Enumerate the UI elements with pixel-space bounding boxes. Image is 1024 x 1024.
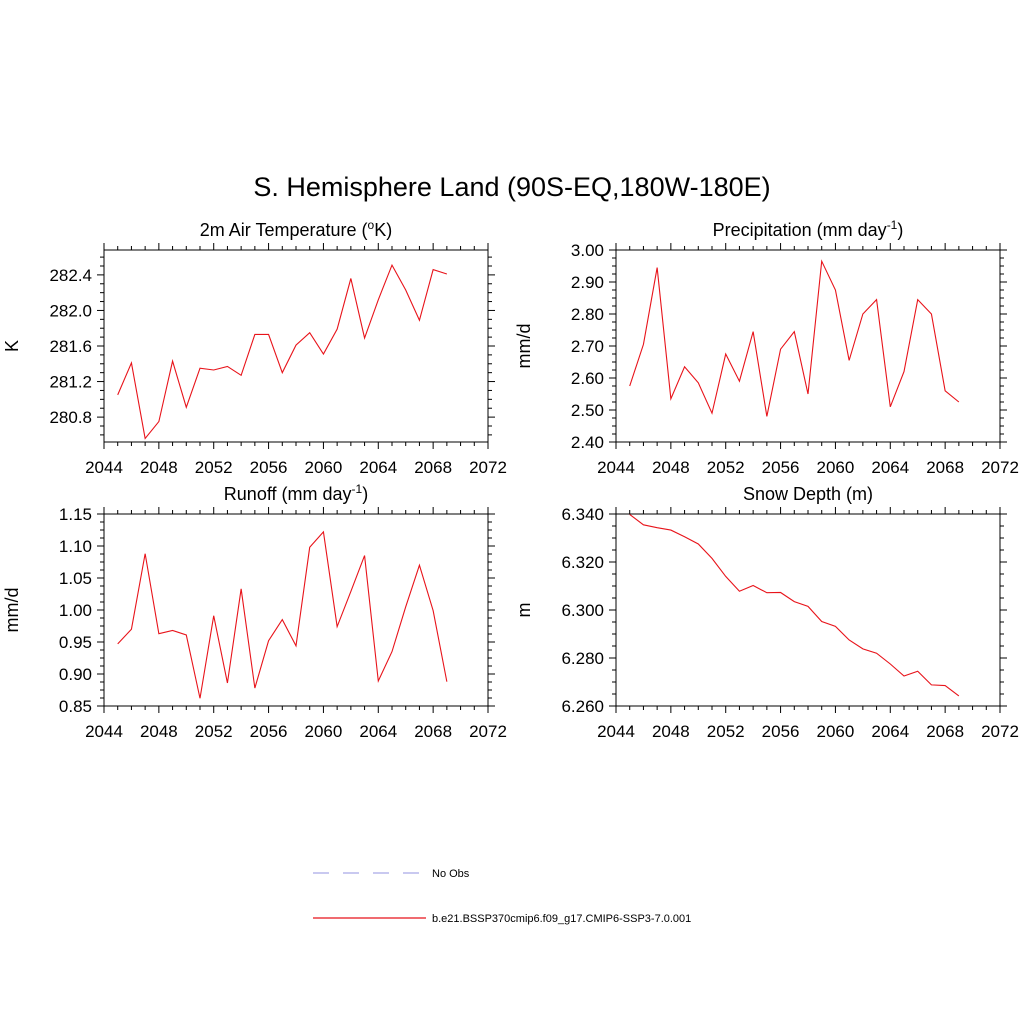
x-tick-label: 2048 [652,458,690,477]
panel-snow-depth: Snow Depth (m) m 2044 2048 2052 2056 2060 2064 2… [514,484,1019,741]
panel-title-superscript: o [368,218,375,232]
x-tick-label: 2056 [250,458,288,477]
x-tick-label: 2044 [85,458,123,477]
x-tick-label: 2064 [359,458,397,477]
x-tick-label: 2044 [85,722,123,741]
x-tick-label: 2060 [817,458,855,477]
y-tick-label: 281.2 [49,373,92,392]
y-axis-label: mm/d [2,588,22,633]
x-tick-label: 2052 [195,458,233,477]
y-tick-label: 2.50 [571,401,604,420]
y-axis-label: mm/d [514,324,534,369]
y-tick-label: 282.0 [49,301,92,320]
x-tick-label: 2048 [140,722,178,741]
y-tick-label: 3.00 [571,241,604,260]
series-line [117,530,448,699]
panels: 2m Air Temperature (oK) K 2044 2048 2052 2056… [2,218,1019,741]
panel-title-suffix: K) [374,220,392,240]
x-tick-label: 2044 [597,722,635,741]
x-tick-label: 2060 [305,722,343,741]
y-tick-label: 1.10 [59,537,92,556]
y-tick-label: 6.260 [561,697,604,716]
x-tick-label: 2060 [305,458,343,477]
panel-title: 2m Air Temperature (oK) [200,218,392,240]
series-line [629,514,960,697]
x-tick-label: 2044 [597,458,635,477]
y-tick-label: 0.85 [59,697,92,716]
y-tick-label: 6.300 [561,601,604,620]
y-tick-label: 6.280 [561,649,604,668]
x-tick-label: 2048 [140,458,178,477]
x-tick-label: 2072 [981,458,1019,477]
y-tick-label: 2.80 [571,305,604,324]
panel-title-superscript: -1 [887,218,898,232]
y-tick-label: 6.340 [561,505,604,524]
panel-title-suffix: ) [362,484,368,504]
panel-runoff: Runoff (mm day-1) mm/d 2044 2048 2052 2056 206… [2,482,507,741]
panel-title: Snow Depth (m) [743,484,873,504]
panel-title-superscript: -1 [352,482,363,496]
legend-label-no-obs: No Obs [432,868,470,880]
panel-title-suffix: ) [897,220,903,240]
panel-title-main: Precipitation (mm day [713,220,887,240]
x-tick-label: 2064 [871,458,909,477]
x-tick-label: 2056 [762,722,800,741]
y-tick-label: 2.70 [571,337,604,356]
x-tick-label: 2072 [469,458,507,477]
panel-air-temperature: 2m Air Temperature (oK) K 2044 2048 2052 2056… [2,218,507,477]
y-tick-label: 2.40 [571,433,604,452]
plot-frame [615,513,1001,707]
panel-title-main: 2m Air Temperature ( [200,220,368,240]
x-tick-label: 2060 [817,722,855,741]
y-axis-label: K [2,340,22,352]
legend: No Obs b.e21.BSSP370cmip6.f09_g17.CMIP6-S… [313,868,691,925]
figure-title: S. Hemisphere Land (90S-EQ,180W-180E) [253,172,770,202]
x-tick-label: 2068 [414,458,452,477]
legend-label-model: b.e21.BSSP370cmip6.f09_g17.CMIP6-SSP3-7.… [432,913,691,925]
panel-title-main: Runoff (mm day [224,484,352,504]
x-tick-label: 2072 [469,722,507,741]
x-tick-label: 2052 [195,722,233,741]
x-tick-label: 2068 [414,722,452,741]
panel-title-main: Snow Depth (m) [743,484,873,504]
x-tick-label: 2052 [707,722,745,741]
y-axis-label: m [514,603,534,618]
y-tick-label: 2.90 [571,273,604,292]
x-tick-label: 2072 [981,722,1019,741]
plot-frame [103,513,489,707]
y-tick-label: 1.00 [59,601,92,620]
series-line [117,263,448,440]
y-tick-label: 1.05 [59,569,92,588]
panel-title: Runoff (mm day-1) [224,482,368,504]
x-tick-label: 2048 [652,722,690,741]
y-tick-label: 282.4 [49,266,92,285]
series-line [629,259,960,417]
y-tick-label: 281.6 [49,337,92,356]
x-tick-label: 2064 [359,722,397,741]
x-tick-label: 2068 [926,722,964,741]
panel-title: Precipitation (mm day-1) [713,218,904,240]
x-tick-label: 2052 [707,458,745,477]
x-tick-label: 2068 [926,458,964,477]
y-tick-label: 0.95 [59,633,92,652]
y-tick-label: 6.320 [561,553,604,572]
y-tick-label: 2.60 [571,369,604,388]
y-tick-label: 1.15 [59,505,92,524]
x-tick-label: 2056 [762,458,800,477]
y-tick-label: 0.90 [59,665,92,684]
panel-precipitation: Precipitation (mm day-1) mm/d 2044 2048 2052… [514,218,1019,477]
plot-frame [615,249,1001,443]
x-tick-label: 2056 [250,722,288,741]
y-tick-label: 280.8 [49,408,92,427]
x-tick-label: 2064 [871,722,909,741]
